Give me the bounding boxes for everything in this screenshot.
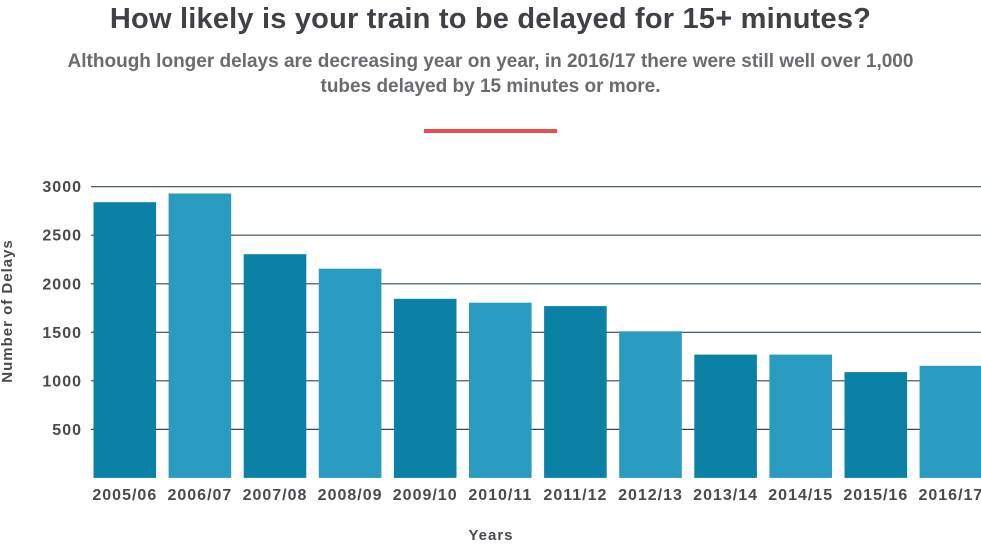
y-tick-label-1000: 1000 (42, 373, 82, 390)
y-tick-label-500: 500 (52, 422, 82, 439)
x-tick-label-2010/11: 2010/11 (468, 487, 532, 504)
bar-2010/11 (469, 302, 532, 478)
x-tick-label-2014/15: 2014/15 (768, 487, 833, 504)
y-tick-label-1500: 1500 (42, 325, 82, 342)
bar-2016/17 (919, 365, 981, 478)
x-tick-label-2013/14: 2013/14 (693, 487, 758, 504)
y-axis-tick-labels: 500 1000 1500 2000 2500 3000 (42, 179, 82, 439)
chart-title: How likely is your train to be delayed f… (109, 3, 872, 35)
bar-chart: 500 1000 1500 2000 2500 3000 2005/06 2006/07 20… (0, 148, 981, 547)
gridlines (91, 186, 981, 430)
x-tick-label-2006/07: 2006/07 (167, 487, 232, 504)
y-axis-title: Number of Delays (0, 239, 16, 383)
bar-2014/15 (769, 354, 832, 478)
bar-2007/08 (243, 254, 307, 478)
bars (93, 193, 981, 478)
bar-2005/06 (93, 202, 157, 478)
accent-divider (424, 129, 557, 133)
x-tick-label-2016/17: 2016/17 (918, 487, 981, 504)
x-tick-label-2011/12: 2011/12 (543, 487, 607, 504)
bar-2006/07 (168, 193, 232, 478)
x-tick-label-2005/06: 2005/06 (92, 487, 157, 504)
bar-2008/09 (318, 268, 382, 478)
bar-2012/13 (619, 331, 682, 478)
header: How likely is your train to be delayed f… (0, 0, 981, 133)
x-axis-title: Years (468, 527, 513, 544)
x-tick-label-2008/09: 2008/09 (318, 487, 383, 504)
x-tick-label-2007/08: 2007/08 (243, 487, 308, 504)
bar-2011/12 (544, 306, 607, 478)
bar-2013/14 (694, 354, 757, 478)
bar-2009/10 (393, 298, 457, 478)
y-tick-label-2000: 2000 (42, 276, 82, 293)
x-tick-label-2009/10: 2009/10 (393, 487, 458, 504)
y-tick-label-2500: 2500 (42, 228, 82, 245)
x-tick-label-2015/16: 2015/16 (843, 487, 908, 504)
y-tick-label-3000: 3000 (42, 179, 82, 196)
x-tick-label-2012/13: 2012/13 (618, 487, 683, 504)
x-axis-tick-labels: 2005/06 2006/07 2007/08 2008/09 2009/10 2010/… (92, 487, 981, 504)
bar-2015/16 (844, 372, 908, 478)
chart-subtitle: Although longer delays are decreasing ye… (67, 51, 914, 97)
